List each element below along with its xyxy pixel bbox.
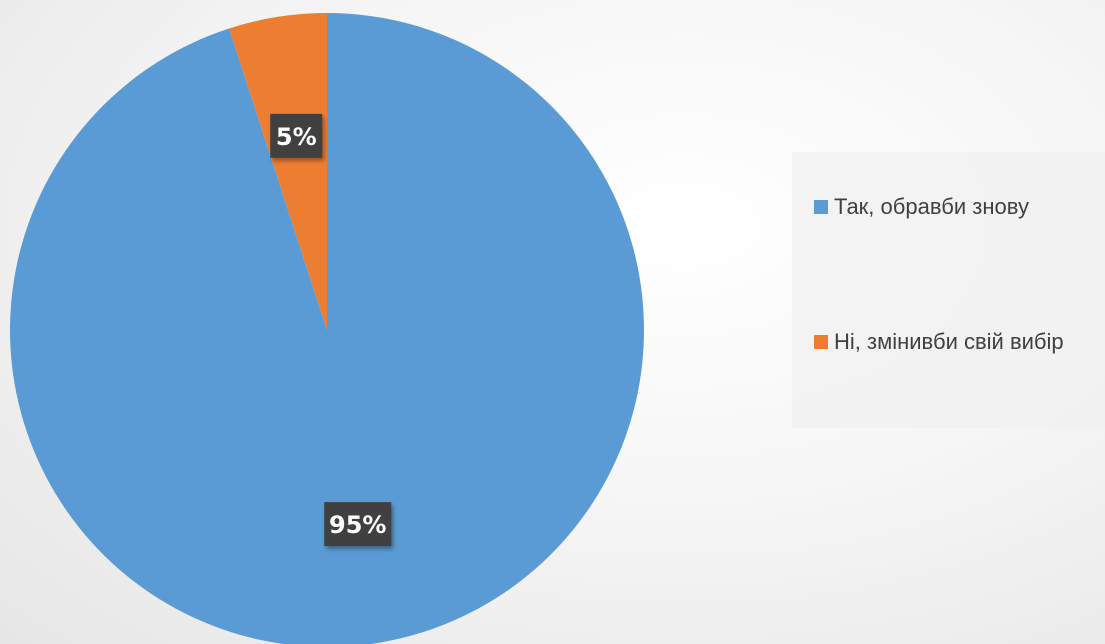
data-label-1: 5%: [270, 113, 323, 158]
pie-slice-1: [229, 13, 327, 330]
pie-data-labels: 95% 5%: [270, 113, 392, 547]
chart-legend: Так, обравби знову Ні, змінивби свій виб…: [792, 152, 1105, 428]
legend-swatch-no: [814, 335, 828, 349]
data-label-0: 95%: [324, 502, 392, 547]
data-label-box-0: [324, 502, 392, 547]
data-label-box-1: [270, 113, 323, 158]
pie-slices: [10, 13, 644, 644]
legend-item-no: Ні, змінивби свій вибір: [814, 327, 1074, 357]
legend-item-yes: Так, обравби знову: [814, 192, 1074, 222]
legend-label-yes: Так, обравби знову: [834, 194, 1029, 219]
legend-swatch-yes: [814, 200, 828, 214]
data-label-text-0: 95%: [329, 511, 386, 539]
legend-label-no: Ні, змінивби свій вибір: [834, 329, 1064, 354]
pie-slice-0: [10, 13, 644, 644]
data-label-text-1: 5%: [276, 123, 317, 151]
